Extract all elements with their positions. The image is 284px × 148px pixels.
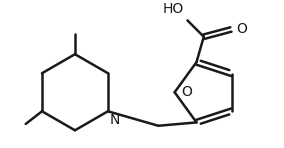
Text: N: N bbox=[110, 113, 120, 127]
Text: HO: HO bbox=[163, 2, 184, 16]
Text: O: O bbox=[181, 85, 192, 99]
Text: O: O bbox=[236, 22, 247, 37]
